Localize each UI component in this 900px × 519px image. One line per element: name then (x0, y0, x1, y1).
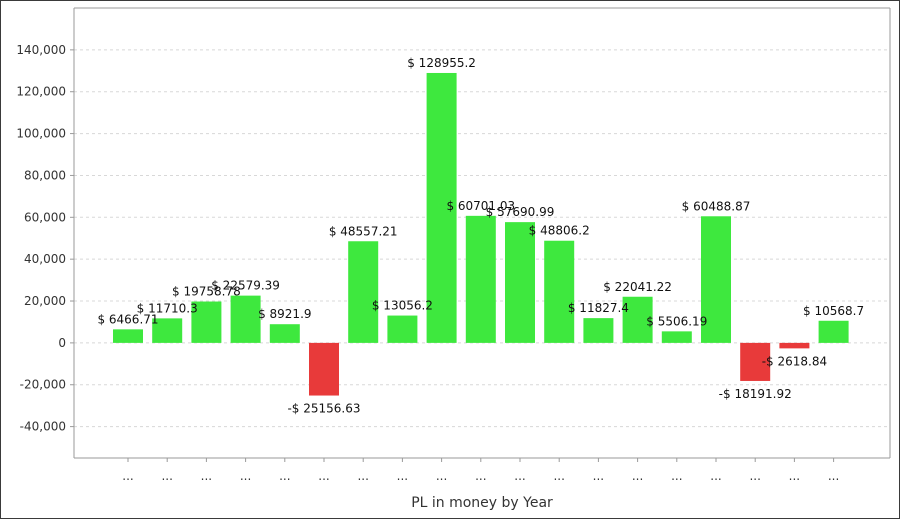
data-labels: $ 6466.71$ 11710.3 $ 19758.78$ 22579.39 $ … (97, 56, 864, 416)
bar (740, 342, 771, 381)
x-tick-label: ... (201, 469, 212, 483)
y-tick-labels: -40,000 -20,000 0 20,000 40,000 60,000 80,000 1… (16, 43, 74, 434)
x-tick-label: ... (553, 469, 564, 483)
x-tick-label: ... (161, 469, 172, 483)
x-tick-label: ... (749, 469, 760, 483)
data-label: $ 128955.2 (407, 56, 476, 70)
x-axis-title: PL in money by Year (411, 495, 553, 511)
bar (818, 320, 849, 343)
data-label: $ 48557.21 (329, 224, 398, 238)
data-label: $ 11710.3 (137, 301, 198, 315)
data-label: $ 5506.19 (646, 314, 707, 328)
y-tick-label: -40,000 (20, 420, 66, 434)
x-tick-label: ... (789, 469, 800, 483)
x-tick-label: ... (436, 469, 447, 483)
y-tick-label: 120,000 (16, 85, 66, 99)
x-tick-label: ... (397, 469, 408, 483)
bar (113, 329, 143, 343)
x-tick-label: ... (122, 469, 133, 483)
bar (152, 318, 183, 343)
x-tick-label: ... (475, 469, 486, 483)
x-tick-label: ... (710, 469, 721, 483)
bar (661, 331, 692, 343)
bar (701, 216, 731, 343)
data-label: -$ 2618.84 (762, 354, 827, 368)
x-tick-label: ... (318, 469, 329, 483)
bar (230, 295, 261, 343)
data-label: $ 22579.39 (211, 279, 280, 293)
y-tick-label: 80,000 (24, 168, 66, 182)
data-label: $ 60701.03 (446, 199, 515, 213)
y-tick-label: 140,000 (16, 43, 66, 57)
y-tick-label: 100,000 (16, 127, 66, 141)
data-label: $ 8921.9 (258, 307, 311, 321)
y-tick-label: 20,000 (24, 294, 66, 308)
x-tick-label: ... (240, 469, 251, 483)
x-tick-label: ... (593, 469, 604, 483)
data-label: $ 11827.4 (568, 301, 629, 315)
data-label: $ 13056.2 (372, 299, 433, 313)
data-label: $ 22041.22 (603, 280, 672, 294)
x-tick-label: ... (514, 469, 525, 483)
x-tick-label: ... (671, 469, 682, 483)
bar (505, 222, 535, 343)
data-label: $ 10568.7 (803, 304, 864, 318)
bar (269, 324, 300, 343)
data-label: -$ 18191.92 (719, 387, 792, 401)
data-label: $ 19758.78 (172, 285, 241, 299)
y-tick-label: 40,000 (24, 252, 66, 266)
bar (465, 215, 496, 343)
bar (622, 296, 653, 343)
x-tick-label: ... (828, 469, 839, 483)
bar (544, 240, 575, 343)
y-tick-label: 0 (58, 336, 66, 350)
axes (73, 7, 891, 459)
data-label: $ 60488.87 (682, 199, 751, 213)
x-tick-labels: ........................................… (122, 458, 839, 483)
bar (779, 342, 810, 349)
y-tick-label: 60,000 (24, 210, 66, 224)
bars (113, 72, 849, 396)
bar (348, 241, 379, 343)
bar (387, 315, 418, 343)
x-tick-label: ... (632, 469, 643, 483)
bar (583, 318, 614, 343)
data-label: $ 6466.71 (97, 312, 158, 326)
data-label: -$ 25156.63 (287, 402, 360, 416)
data-label: $ 57690.99 (486, 205, 555, 219)
bar (191, 301, 222, 343)
data-label: $ 48806.2 (529, 224, 590, 238)
x-tick-label: ... (357, 469, 368, 483)
bar (426, 72, 457, 343)
y-tick-label: -20,000 (20, 378, 66, 392)
x-tick-label: ... (279, 469, 290, 483)
bar (309, 342, 339, 396)
